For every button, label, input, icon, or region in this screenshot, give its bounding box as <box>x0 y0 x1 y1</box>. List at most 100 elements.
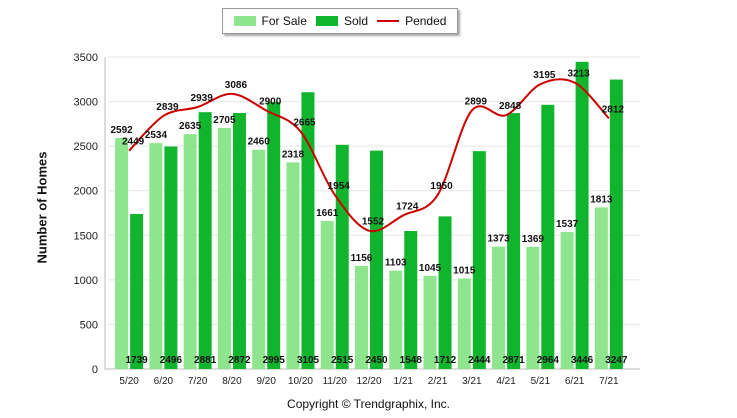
bar-for-sale <box>389 270 403 369</box>
data-label-pended: 3086 <box>225 80 248 91</box>
data-label-for-sale: 1813 <box>590 194 613 205</box>
data-label-for-sale: 1537 <box>556 219 579 230</box>
data-label-for-sale: 1103 <box>385 258 407 269</box>
bar-for-sale <box>560 231 574 369</box>
x-tick-label: 3/21 <box>462 376 482 387</box>
x-tick-label: 7/20 <box>188 376 208 387</box>
bar-sold <box>609 79 623 369</box>
data-label-for-sale: 2635 <box>179 121 202 132</box>
bar-sold <box>472 151 486 369</box>
bar-for-sale <box>594 207 608 369</box>
data-label-sold: 2444 <box>468 355 491 366</box>
y-tick-label: 2500 <box>74 141 98 153</box>
legend-label-sold: Sold <box>343 14 368 28</box>
data-label-pended: 3213 <box>567 69 590 80</box>
bar-sold <box>507 113 521 369</box>
y-tick-label: 1000 <box>74 275 98 287</box>
bar-sold <box>438 216 452 369</box>
legend-label-for-sale: For Sale <box>261 14 307 28</box>
data-label-sold: 2881 <box>194 355 217 366</box>
data-label-for-sale: 1045 <box>419 263 442 274</box>
x-tick-label: 1/21 <box>394 376 414 387</box>
y-tick-label: 3000 <box>74 97 98 109</box>
data-label-sold: 3105 <box>297 355 320 366</box>
data-label-sold: 2450 <box>365 355 388 366</box>
data-label-sold: 1739 <box>126 355 149 366</box>
legend-item-for-sale: For Sale <box>233 14 307 28</box>
bar-sold <box>232 112 246 369</box>
data-label-for-sale: 1015 <box>453 266 476 277</box>
data-label-for-sale: 1373 <box>487 234 510 245</box>
data-label-sold: 2872 <box>228 355 251 366</box>
data-label-pended: 2839 <box>156 102 179 113</box>
legend-swatch-pended <box>377 20 400 22</box>
data-label-pended: 2812 <box>602 104 625 115</box>
data-label-pended: 2449 <box>122 137 145 148</box>
bar-sold <box>164 146 178 369</box>
data-label-pended: 2900 <box>259 96 282 107</box>
data-label-sold: 2964 <box>537 355 560 366</box>
x-tick-label: 11/20 <box>323 376 348 387</box>
copyright-text: Copyright © Trendgraphix, Inc. <box>287 397 450 411</box>
x-tick-label: 8/20 <box>222 376 242 387</box>
y-tick-label: 3500 <box>74 52 98 64</box>
data-label-sold: 1548 <box>400 355 423 366</box>
legend-swatch-sold <box>315 16 338 26</box>
data-label-sold: 3247 <box>605 355 628 366</box>
data-label-pended: 2665 <box>293 117 316 128</box>
x-tick-label: 6/21 <box>565 376 585 387</box>
data-label-for-sale: 2534 <box>145 130 168 141</box>
bar-for-sale <box>457 278 471 369</box>
bar-sold <box>335 144 349 369</box>
x-tick-label: 10/20 <box>288 376 313 387</box>
data-label-pended: 2848 <box>499 101 522 112</box>
data-label-pended: 1724 <box>396 201 419 212</box>
legend-swatch-for-sale <box>233 16 256 26</box>
bar-for-sale <box>423 275 437 369</box>
bar-sold <box>130 213 144 369</box>
y-tick-label: 0 <box>92 364 98 376</box>
x-tick-label: 12/20 <box>356 376 381 387</box>
bar-sold <box>404 231 418 369</box>
bar-for-sale <box>149 143 163 369</box>
y-tick-label: 500 <box>80 319 98 331</box>
bar-for-sale <box>355 265 368 369</box>
data-label-for-sale: 1369 <box>522 234 545 245</box>
legend: For Sale Sold Pended <box>222 8 458 34</box>
data-label-pended: 1552 <box>362 217 385 228</box>
legend-item-sold: Sold <box>315 14 368 28</box>
bar-sold <box>575 61 589 369</box>
x-tick-label: 9/20 <box>256 376 276 387</box>
data-label-sold: 3446 <box>571 355 594 366</box>
data-label-sold: 2496 <box>160 355 183 366</box>
bar-sold <box>267 102 281 369</box>
y-tick-label: 2000 <box>74 186 98 198</box>
x-tick-label: 7/21 <box>599 376 619 387</box>
data-label-for-sale: 2460 <box>248 137 271 148</box>
x-tick-label: 5/21 <box>531 376 551 387</box>
bar-for-sale <box>115 137 129 369</box>
x-tick-label: 6/20 <box>154 376 174 387</box>
data-label-pended: 2939 <box>191 93 214 104</box>
bar-for-sale <box>217 127 231 370</box>
bar-for-sale <box>492 246 506 369</box>
bar-for-sale <box>286 162 300 369</box>
x-tick-label: 4/21 <box>496 376 516 387</box>
data-label-sold: 1712 <box>434 355 457 366</box>
bar-for-sale <box>183 134 197 369</box>
data-label-for-sale: 2592 <box>111 125 134 136</box>
bar-sold <box>198 112 212 369</box>
data-label-for-sale: 2705 <box>213 115 236 126</box>
data-label-sold: 2995 <box>263 355 286 366</box>
x-tick-label: 5/20 <box>119 376 139 387</box>
data-label-pended: 1954 <box>328 181 351 192</box>
data-label-sold: 2515 <box>331 355 354 366</box>
bar-sold <box>370 150 383 369</box>
bar-for-sale <box>252 149 266 369</box>
bar-sold <box>541 104 555 369</box>
data-label-for-sale: 2318 <box>282 149 305 160</box>
line-pended <box>128 78 610 233</box>
data-label-pended: 1950 <box>430 181 453 192</box>
legend-item-pended: Pended <box>377 14 446 28</box>
